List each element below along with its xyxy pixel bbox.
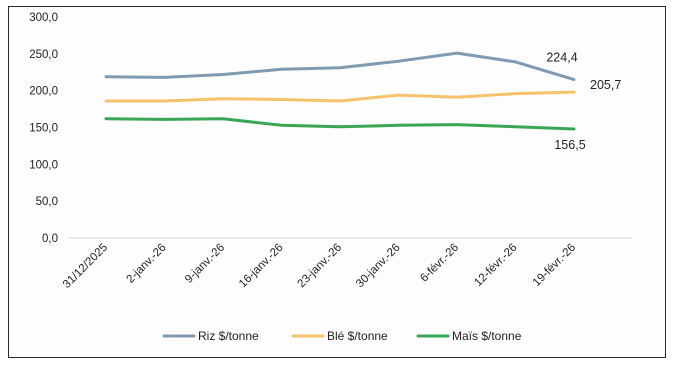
y-tick-label: 200,0 — [29, 86, 58, 98]
y-tick-label: 100,0 — [29, 159, 58, 171]
legend-label-3: Maïs $/tonne — [452, 329, 522, 343]
y-tick-label: 250,0 — [29, 49, 58, 61]
legend-label-2: Blé $/tonne — [327, 329, 388, 343]
x-tick-label: 16-janv.-26 — [237, 242, 286, 291]
x-tick-label: 23-janv.-26 — [296, 242, 345, 291]
x-tick-label: 6-févr.-26 — [418, 242, 461, 285]
y-tick-label: 0,0 — [42, 233, 58, 245]
series-line-1 — [104, 51, 576, 82]
data-label-3: 156,5 — [554, 138, 585, 152]
legend-label-1: Riz $/tonne — [198, 329, 259, 343]
data-label-1: 224,4 — [546, 51, 577, 65]
y-tick-label: 150,0 — [29, 123, 58, 135]
y-tick-label: 50,0 — [36, 196, 58, 208]
x-tick-label: 2-janv.-26 — [125, 242, 169, 286]
series-line-2 — [104, 90, 576, 103]
x-tick-label: 12-févr.-26 — [472, 242, 519, 289]
chart-frame — [8, 6, 666, 358]
x-tick-label: 19-févr.-26 — [531, 242, 578, 289]
series-line-3 — [104, 117, 576, 131]
data-label-2: 205,7 — [590, 78, 621, 92]
x-tick-label: 31/12/2025 — [61, 242, 110, 291]
y-tick-label: 300,0 — [29, 12, 58, 24]
x-tick-label: 30-janv.-26 — [354, 242, 403, 291]
x-tick-label: 9-janv.-26 — [183, 242, 227, 286]
